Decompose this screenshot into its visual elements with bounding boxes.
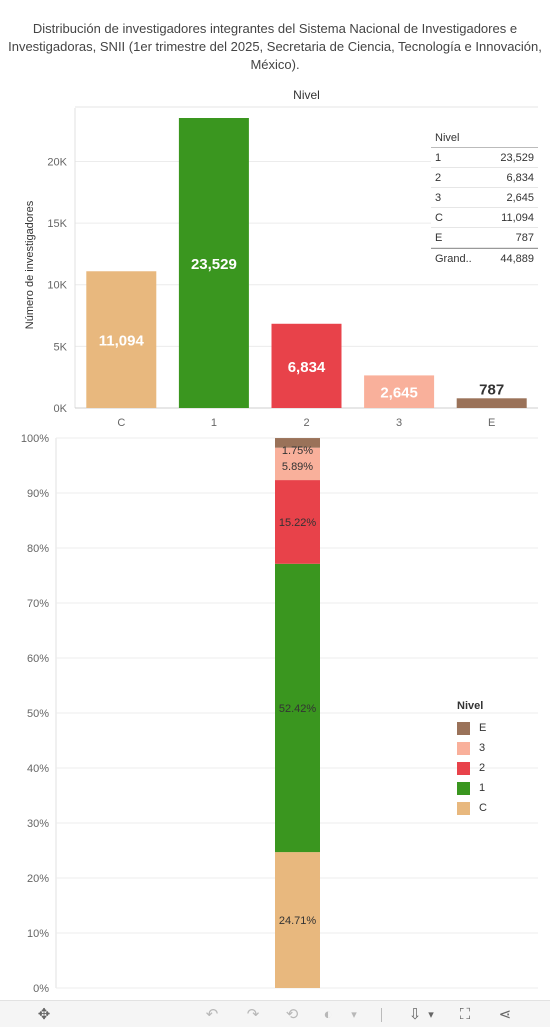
chart-title: Distribución de investigadores integrant… <box>8 21 542 72</box>
table-row: 1 23,529 <box>431 148 538 168</box>
data-label: 6,834 <box>288 359 326 376</box>
table-cell-value: 23,529 <box>500 152 534 164</box>
y-tick-label: 50% <box>27 708 49 720</box>
legend-label: 1 <box>479 782 486 794</box>
legend-label: C <box>479 802 487 814</box>
move-icon[interactable]: ✥ <box>37 1006 51 1023</box>
toolbar-divider <box>381 1008 382 1022</box>
legend-swatch <box>457 741 470 755</box>
bar-3[interactable] <box>364 375 435 408</box>
segment-label: 1.75% <box>282 445 313 457</box>
revert-icon[interactable]: ⟲ <box>285 1006 299 1023</box>
table-cell-label: 2 <box>435 172 442 184</box>
table-total-row: Grand.. 44,889 <box>431 248 538 268</box>
legend-item-3[interactable]: 3 <box>457 738 487 758</box>
table-cell-value: 2,645 <box>506 192 534 204</box>
legend: Nivel E 3 2 1 C <box>457 700 487 818</box>
pause-icon[interactable]: ◐ <box>323 1006 333 1023</box>
x-tick-label: E <box>488 417 495 429</box>
table-cell-value: 11,094 <box>501 212 534 224</box>
y-tick-label: 5K <box>54 341 68 353</box>
viz-toolbar: ✥ ↶ ↷ ⟲ ◐ ▾ ⇩ ▾ ⛶ ⋖ <box>0 1000 550 1027</box>
y-tick-label: 10K <box>47 280 67 292</box>
table-row: C 11,094 <box>431 208 538 228</box>
table-cell-label: 3 <box>435 192 442 204</box>
table-cell-value: 787 <box>515 232 534 244</box>
share-icon[interactable]: ⋖ <box>498 1006 512 1023</box>
y-tick-label: 60% <box>27 653 49 665</box>
y-tick-label: 80% <box>27 543 49 555</box>
bar-1[interactable] <box>178 118 249 408</box>
stack-segment-c[interactable] <box>275 852 320 988</box>
y-tick-label: 70% <box>27 598 49 610</box>
data-label: 23,529 <box>191 256 237 273</box>
y-tick-label: 30% <box>27 818 49 830</box>
fullscreen-icon[interactable]: ⛶ <box>459 1006 471 1023</box>
x-tick-label: 3 <box>396 417 402 429</box>
y-tick-label: 10% <box>27 928 49 940</box>
legend-label: E <box>479 722 487 734</box>
table-cell-value: 6,834 <box>506 172 534 184</box>
summary-table: Nivel 1 23,529 2 6,834 3 2,645 C 11,094 … <box>431 129 538 268</box>
table-row: 2 6,834 <box>431 168 538 188</box>
x-tick-label: C <box>117 417 125 429</box>
table-cell-label: 1 <box>435 152 442 164</box>
y-tick-label: 0K <box>54 403 68 415</box>
legend-swatch <box>457 801 470 815</box>
bar-e[interactable] <box>456 398 527 408</box>
legend-item-e[interactable]: E <box>457 718 487 738</box>
table-row: 3 2,645 <box>431 188 538 208</box>
table-row: E 787 <box>431 228 538 248</box>
stacked-percent-chart[interactable]: 0% 10% 20% 30% 40% 50% 60% 70% 80% 90% 100% 24.71% 5… <box>0 432 550 1000</box>
stack-segment-1[interactable] <box>275 563 320 853</box>
legend-item-1[interactable]: 1 <box>457 778 487 798</box>
legend-label: 2 <box>479 762 486 774</box>
chevron-down-icon[interactable]: ▾ <box>428 1009 434 1021</box>
table-cell-label: C <box>435 212 443 224</box>
data-label: 787 <box>479 381 504 398</box>
download-icon[interactable]: ⇩ <box>408 1006 422 1023</box>
y-tick-label: 0% <box>33 983 49 995</box>
data-label: 11,094 <box>99 333 145 350</box>
legend-item-c[interactable]: C <box>457 798 487 818</box>
legend-swatch <box>457 761 470 775</box>
x-tick-label: 2 <box>303 417 309 429</box>
y-tick-label: 100% <box>21 433 49 445</box>
bar-chart-nivel[interactable]: Nivel Número de investigadores 0K 5K 10K 15K 2… <box>0 80 550 432</box>
chart-header: Nivel <box>293 88 320 102</box>
y-tick-label: 20K <box>47 156 67 168</box>
stack-segment-2[interactable] <box>275 480 320 564</box>
legend-swatch <box>457 721 470 735</box>
summary-table-header: Nivel <box>431 129 538 148</box>
y-tick-label: 20% <box>27 873 49 885</box>
data-label: 2,645 <box>380 385 418 402</box>
redo-icon[interactable]: ↷ <box>246 1006 260 1023</box>
chevron-down-icon[interactable]: ▾ <box>351 1009 357 1021</box>
table-total-label: Grand.. <box>435 253 472 265</box>
legend-title: Nivel <box>457 700 484 712</box>
legend-label: 3 <box>479 742 486 754</box>
bar-2[interactable] <box>271 323 342 408</box>
y-tick-label: 15K <box>47 218 67 230</box>
stack-segment-e[interactable] <box>275 438 320 448</box>
segment-label: 52.42% <box>279 703 317 715</box>
segment-label: 24.71% <box>279 915 317 927</box>
bar-c[interactable] <box>86 271 157 408</box>
segment-label: 5.89% <box>282 461 313 473</box>
undo-icon[interactable]: ↶ <box>205 1006 219 1023</box>
segment-label: 15.22% <box>279 517 317 529</box>
table-total-value: 44,889 <box>500 253 534 265</box>
table-cell-label: E <box>435 232 443 244</box>
y-axis-label: Número de investigadores <box>24 200 36 329</box>
y-tick-label: 40% <box>27 763 49 775</box>
legend-swatch <box>457 781 470 795</box>
x-tick-label: 1 <box>211 417 217 429</box>
legend-item-2[interactable]: 2 <box>457 758 487 778</box>
y-tick-label: 90% <box>27 488 49 500</box>
stack-segment-3[interactable] <box>275 447 320 481</box>
